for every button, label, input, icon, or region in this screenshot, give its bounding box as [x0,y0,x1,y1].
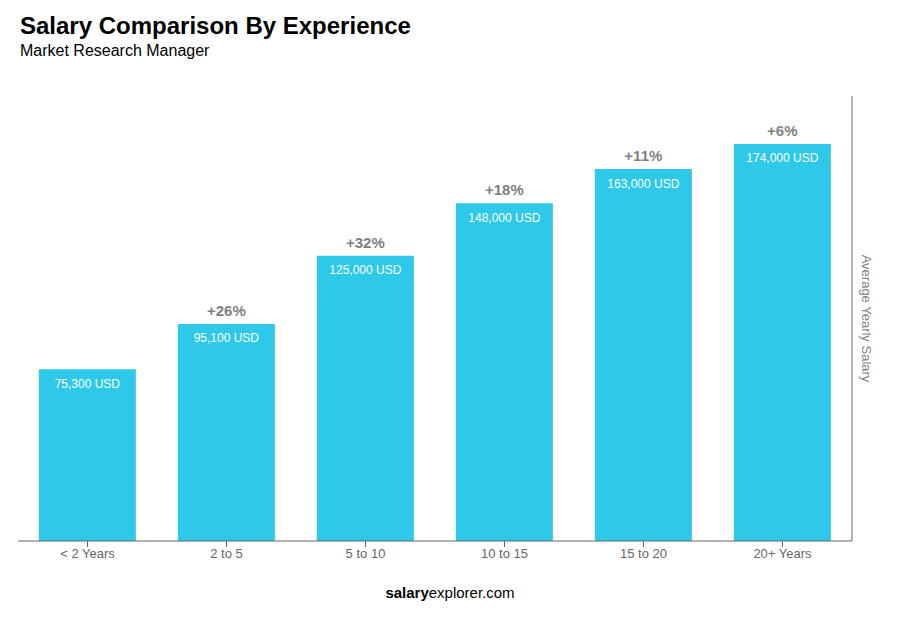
html-text:Salary Comparison By Experienc: Salary Comparison By Experience [20,12,411,39]
svg-text:125,000 USD: 125,000 USD [329,263,401,277]
svg-text:148,000 USD: 148,000 USD [468,211,540,225]
svg-text:+26%: +26% [207,302,246,319]
svg-text:20+ Years: 20+ Years [753,546,812,561]
svg-text:5 to 10: 5 to 10 [346,546,386,561]
svg-text:+6%: +6% [767,122,797,139]
svg-text:163,000 USD: 163,000 USD [607,177,679,191]
svg-text:15 to 20: 15 to 20 [620,546,667,561]
svg-text:Average Yearly Salary: Average Yearly Salary [859,255,874,383]
svg-text:95,100 USD: 95,100 USD [194,331,260,345]
svg-text:10 to 15: 10 to 15 [481,546,528,561]
html-text:salary explorer.com: salary explorer.com [385,584,515,601]
svg-text:+11%: +11% [624,147,662,164]
svg-text:< 2 Years: < 2 Years [60,546,115,561]
svg-text:174,000 USD: 174,000 USD [746,151,818,165]
svg-text:2 to 5: 2 to 5 [210,546,243,561]
svg-text:75,300 USD: 75,300 USD [55,377,121,391]
svg-text:+18%: +18% [485,181,524,198]
html-text:Market Research Manager: Market Research Manager [20,42,210,59]
svg-text:+32%: +32% [346,234,385,251]
